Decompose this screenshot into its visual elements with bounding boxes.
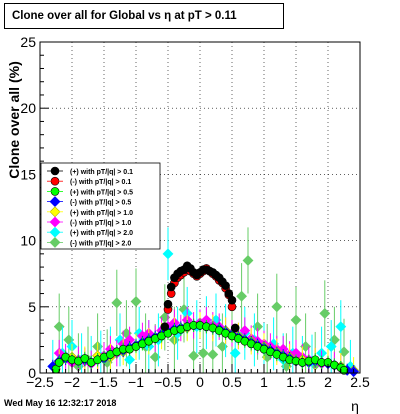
axis-layer: −2.5 −2 −1.5 −1 −0.5 0 0.5 1 1.5 2 2.5 0 5 10 15 20 25: [20, 34, 370, 390]
data-point: [197, 347, 209, 359]
title-box: Clone over all for Global vs η at pT > 0…: [4, 3, 284, 29]
series-3: [51, 318, 349, 375]
chart-title: Clone over all for Global vs η at pT > 0…: [12, 10, 237, 22]
x-tick-label: −1.5: [90, 374, 118, 390]
legend-label: (+) with pT/|q| > 0.1: [70, 169, 133, 176]
series-layer: [47, 227, 360, 378]
data-point: [325, 341, 337, 352]
footer-date: Wed May 16 12:32:17 2018: [4, 398, 117, 408]
series-1: [160, 261, 240, 333]
data-point: [227, 295, 237, 305]
legend-label: (-) with pT/|q| > 2.0: [70, 240, 131, 247]
data-point: [54, 358, 64, 367]
x-tick-label: 2: [324, 374, 332, 390]
y-tick-label: 25: [20, 34, 36, 50]
x-tick-label: 2.5: [350, 374, 370, 390]
data-point: [319, 307, 331, 319]
data-point: [207, 349, 219, 360]
legend-label: (+) with pT/|q| > 0.5: [70, 189, 133, 196]
data-point: [339, 366, 349, 375]
data-point: [111, 297, 123, 309]
x-tick-label: −2: [64, 374, 80, 390]
x-axis-label: η: [351, 398, 359, 414]
data-point: [80, 354, 90, 363]
data-point: [230, 323, 240, 333]
x-tick-label: 0.5: [222, 374, 242, 390]
data-point: [166, 282, 176, 292]
y-axis-label: Clone over all (%): [6, 61, 22, 178]
data-point: [242, 255, 254, 266]
data-point: [160, 322, 170, 331]
legend-box: [40, 162, 161, 250]
data-point: [163, 299, 173, 309]
data-point: [271, 301, 283, 313]
legend-label: (-) with pT/|q| > 1.0: [70, 220, 131, 227]
legend-label: (+) with pT/|q| > 1.0: [70, 210, 133, 217]
data-point: [53, 321, 65, 333]
data-point: [236, 290, 248, 302]
y-tick-label: 20: [20, 100, 36, 116]
data-point: [290, 314, 302, 326]
x-tick-label: −0.5: [154, 374, 182, 390]
x-tick-label: −1: [128, 374, 144, 390]
data-point: [335, 321, 347, 333]
y-tick-label: 5: [28, 299, 36, 315]
y-tick-label: 0: [28, 365, 36, 381]
legend: (+) with pT/|q| > 0.1 (-) with pT/|q| > 0…: [40, 162, 161, 250]
data-point: [130, 296, 142, 307]
data-point: [221, 281, 230, 290]
y-tick-label: 10: [20, 233, 36, 249]
x-tick-label: 0: [196, 374, 204, 390]
data-point: [229, 347, 241, 359]
y-tick-label: 15: [20, 166, 36, 182]
x-tick-label: 1.5: [286, 374, 306, 390]
legend-label: (+) with pT/|q| > 2.0: [70, 230, 133, 237]
data-point: [188, 350, 200, 362]
data-point: [124, 354, 136, 366]
data-point: [162, 248, 174, 260]
x-tick-label: 1: [260, 374, 268, 390]
x-tick-label: −2.5: [26, 374, 54, 390]
legend-label: (-) with pT/|q| > 0.5: [70, 200, 131, 207]
legend-label: (-) with pT/|q| > 0.1: [70, 179, 131, 186]
